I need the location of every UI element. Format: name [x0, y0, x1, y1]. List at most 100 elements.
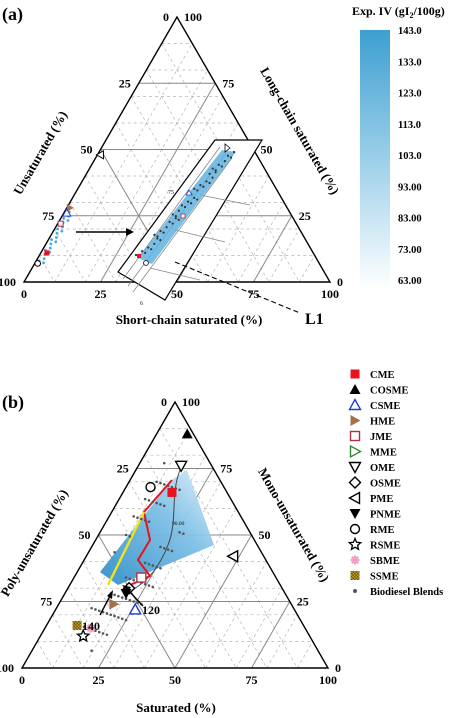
bottom-tick-label: 100: [321, 287, 339, 301]
inset-blend-point: [202, 185, 205, 188]
inset-blend-point: [171, 213, 174, 216]
iso-arrow-140-head: [107, 590, 113, 599]
left-tick-label: 25: [119, 76, 131, 90]
legend-marker-jme: [349, 430, 361, 442]
right-tick-label: 100: [184, 10, 202, 24]
blend-point: [166, 548, 170, 551]
blend-point: [143, 582, 147, 586]
inset-pme-marker: [224, 143, 231, 153]
left-tick-label: 75: [42, 209, 54, 223]
l1-label: L1: [305, 311, 324, 328]
colorbar-gradient: [360, 30, 390, 288]
grid-line: [297, 641, 314, 669]
legend-marker-hme: [350, 415, 361, 426]
blend-point: [97, 609, 101, 613]
legend-marker-csme: [348, 398, 362, 411]
legend-label: PNME: [370, 510, 401, 521]
blend-point: [147, 584, 151, 587]
legend-marker-biodiesel-blends: [353, 589, 357, 593]
blend-point: [105, 633, 109, 637]
inset-grid-line: [132, 157, 233, 293]
inset-blend-point: [211, 167, 214, 170]
cme-marker: [44, 250, 50, 256]
panel-a-left-axis-title: Unsaturated (%): [10, 108, 70, 197]
blend-point: [124, 576, 128, 579]
blend-point: [162, 483, 166, 486]
grid-line: [69, 202, 117, 283]
csme-marker: [128, 602, 142, 615]
blend-point: [155, 480, 158, 484]
panel-b-markers: [72, 428, 239, 643]
blend-point: [132, 578, 135, 582]
inset-blend-point: [180, 204, 184, 207]
inset-blend-point: [220, 165, 223, 168]
ssme-marker: [72, 620, 82, 630]
legend-marker-ome: [348, 461, 362, 474]
legend-marker-sbme: [350, 555, 360, 565]
inset-cme-marker: [137, 254, 141, 258]
inset-tick-label: 75: [168, 190, 174, 196]
grid-line: [299, 255, 316, 283]
inset-blend-point: [223, 159, 226, 163]
colorbar: Exp. IV (gI2/100g) 143.0133.0123.0113.01…: [352, 4, 445, 288]
blend-point: [155, 501, 158, 505]
blend-point: [90, 606, 93, 610]
blend-point: [178, 488, 181, 492]
blend-point: [136, 601, 139, 605]
zoom-arrow-head: [126, 228, 134, 236]
blend-point: [124, 533, 128, 537]
inset-blend-point: [193, 196, 196, 200]
inset-blend-point: [196, 198, 199, 201]
blend-point: [159, 545, 162, 549]
blend-point: [113, 593, 116, 597]
blend-point: [166, 484, 170, 488]
colorbar-tick-label: 83.00: [398, 214, 422, 225]
blend-point: [54, 236, 58, 239]
inset-blend-point: [159, 229, 162, 233]
blend-point: [117, 594, 120, 598]
right-tick-label: 50: [259, 528, 271, 542]
inset-blend-point: [150, 248, 153, 251]
inset-blend-point: [196, 189, 199, 192]
legend-label: MME: [370, 448, 397, 459]
legend-label: OME: [370, 463, 395, 474]
blend-point: [113, 550, 116, 554]
grid-line: [82, 561, 145, 669]
right-tick-label: 75: [222, 76, 234, 90]
inset-blend-point: [226, 154, 230, 157]
legend-label: RSME: [370, 541, 400, 552]
left-tick-label: 100: [0, 275, 16, 289]
rme-marker: [145, 481, 156, 493]
hme-marker: [109, 598, 120, 610]
blend-point: [94, 629, 97, 633]
legend-label: COSME: [370, 386, 409, 397]
inset-blend-point: [177, 209, 181, 212]
inset-blend-point: [199, 183, 202, 187]
blend-point: [42, 261, 45, 265]
grid-line: [36, 641, 53, 669]
panel-a: (a) 010002575255050507525751000100 Unsat…: [0, 4, 445, 328]
right-tick-label: 0: [335, 661, 341, 675]
inset-blend-point: [156, 235, 159, 238]
grid-line: [207, 175, 270, 283]
inset-grid-line: [174, 229, 226, 243]
grid-line: [52, 614, 84, 669]
hme-marker: [66, 203, 74, 212]
blend-point: [128, 535, 132, 538]
colorbar-tick-label: 123.0: [398, 89, 422, 100]
inset-blend-point: [174, 214, 177, 218]
legend-label: SSME: [370, 572, 399, 583]
panel-a-inset: 75 6: [117, 139, 264, 307]
bottom-tick-label: 75: [246, 673, 258, 687]
pme-marker: [95, 149, 104, 160]
grid-line: [251, 601, 291, 669]
inset-blend-point: [153, 242, 156, 245]
blend-point: [162, 547, 166, 550]
jme-marker: [136, 572, 147, 583]
blend-point: [132, 515, 135, 518]
inset-blend-point: [159, 238, 162, 242]
inset-blend-point: [171, 222, 174, 225]
inset-blend-point: [147, 246, 150, 249]
legend: CME COSME CSME HME JME MME OME OSME PME PNME RME RS…: [347, 369, 443, 598]
grid-line: [84, 175, 147, 283]
